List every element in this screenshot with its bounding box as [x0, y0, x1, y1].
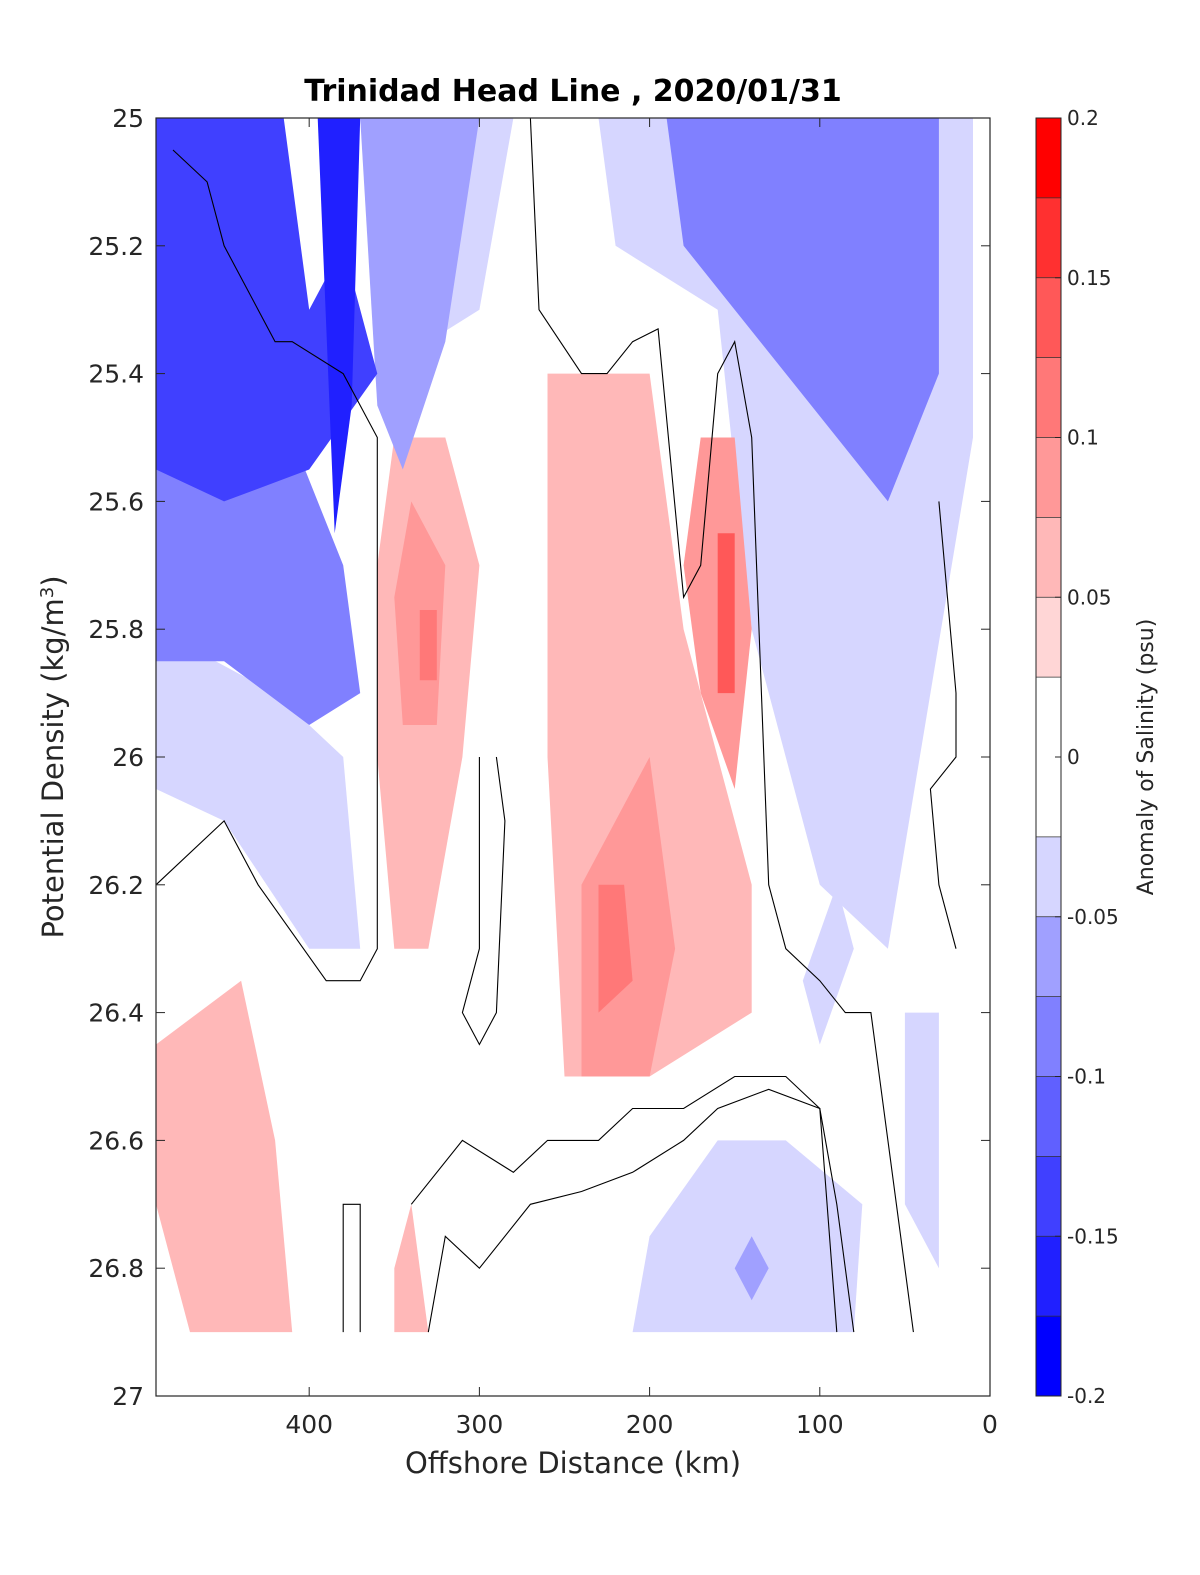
y-tick-label: 26	[112, 743, 144, 772]
colorbar-tick-label: -0.2	[1067, 1384, 1106, 1408]
x-tick-label: 400	[285, 1410, 333, 1439]
x-tick-label: 0	[982, 1410, 998, 1439]
region-positive-inshore-max	[717, 533, 735, 694]
x-tick-label: 300	[456, 1410, 504, 1439]
region-positive-deep-mid	[394, 1204, 429, 1333]
colorbar-swatch	[1036, 916, 1061, 997]
colorbar-swatch	[1036, 1236, 1061, 1317]
contour-zero-contour-deep-band	[410, 1075, 855, 1333]
region-negative-inshore-deep	[802, 884, 854, 1045]
y-axis-label-superscript: 3	[37, 587, 58, 598]
x-axis-label: Offshore Distance (km)	[405, 1446, 741, 1480]
y-tick-label: 25.8	[88, 615, 144, 644]
colorbar-swatch	[1036, 437, 1061, 518]
y-axis-label-main: Potential Density (kg/m	[36, 598, 70, 938]
region-negative-offshore-upper	[360, 118, 480, 470]
contour-zero-contour-central	[529, 118, 914, 1333]
colorbar-swatch	[1036, 1076, 1061, 1157]
y-tick-label: 26.8	[88, 1254, 144, 1283]
region-negative-deep-core	[734, 1236, 769, 1301]
x-axis-ticks: 400 300 200 100 0	[285, 118, 998, 1439]
chart-title: Trinidad Head Line , 2020/01/31	[304, 74, 841, 109]
colorbar-swatch	[1036, 277, 1061, 358]
colorbar-swatch	[1036, 357, 1061, 438]
contour-zero-contour-offshore-left	[156, 149, 378, 982]
contour-fills	[156, 118, 973, 1333]
contour-zero-contour-deep-lower	[427, 1088, 838, 1333]
y-axis-label-close: )	[36, 575, 70, 586]
region-negative-west-fringe	[156, 629, 361, 949]
y-tick-label: 25.2	[88, 232, 144, 261]
x-tick-label: 100	[796, 1410, 844, 1439]
region-positive-central-max	[598, 884, 633, 1013]
y-tick-label: 25.6	[88, 487, 144, 516]
contour-zero-contour-west-loop	[342, 1203, 361, 1333]
contour-zero-contour-shore	[929, 501, 957, 949]
region-positive-deep-west	[156, 980, 293, 1333]
contour-lines	[156, 118, 957, 1333]
y-tick-label: 26.6	[88, 1126, 144, 1155]
y-tick-label: 25.4	[88, 360, 144, 389]
region-negative-inshore-band	[666, 118, 939, 502]
region-positive-offshore-max	[419, 610, 437, 681]
y-tick-label: 26.2	[88, 871, 144, 900]
colorbar-tick-label: -0.1	[1067, 1065, 1106, 1089]
x-tick-label: 200	[626, 1410, 674, 1439]
colorbar-swatch	[1036, 836, 1061, 917]
region-negative-deep-bottom	[632, 1140, 863, 1333]
region-negative-west-core	[317, 118, 361, 534]
colorbar-swatch	[1036, 1316, 1061, 1396]
y-tick-label: 26.4	[88, 999, 144, 1028]
colorbar-tick-label: 0.05	[1067, 585, 1112, 609]
colorbar-tick-label: -0.15	[1067, 1224, 1119, 1248]
colorbar: 0.2 0.15 0.1 0.05 0 -0.05 -0.1 -0.15 -0.2	[1036, 106, 1119, 1408]
y-axis-ticks: 25 25.2 25.4 25.6 25.8 26 26.2 26.4 26.6 26.8 27	[88, 104, 990, 1411]
region-strong-negative-west	[156, 118, 378, 502]
region-negative-shore-deep	[904, 1012, 939, 1269]
colorbar-swatch	[1036, 517, 1061, 598]
y-axis-label: Potential Density (kg/m3)	[36, 575, 70, 938]
colorbar-swatch	[1036, 118, 1061, 198]
colorbar-swatch	[1036, 597, 1061, 678]
colorbar-swatch	[1036, 996, 1061, 1077]
region-positive-inshore	[683, 437, 752, 789]
colorbar-tick-label: 0.2	[1067, 106, 1099, 130]
colorbar-tick-label: 0	[1067, 745, 1080, 769]
y-tick-label: 25	[112, 104, 144, 133]
contour-zero-contour-mid-loop	[461, 756, 506, 1046]
colorbar-label: Anomaly of Salinity (psu)	[1134, 619, 1159, 896]
colorbar-tick-label: 0.15	[1067, 266, 1112, 290]
colorbar-tick-label: -0.05	[1067, 905, 1119, 929]
colorbar-frame	[1035, 117, 1062, 1397]
colorbar-tick-label: 0.1	[1067, 426, 1099, 450]
y-tick-label: 27	[112, 1382, 144, 1411]
colorbar-swatch	[1036, 1156, 1061, 1237]
colorbar-swatch	[1036, 197, 1061, 278]
